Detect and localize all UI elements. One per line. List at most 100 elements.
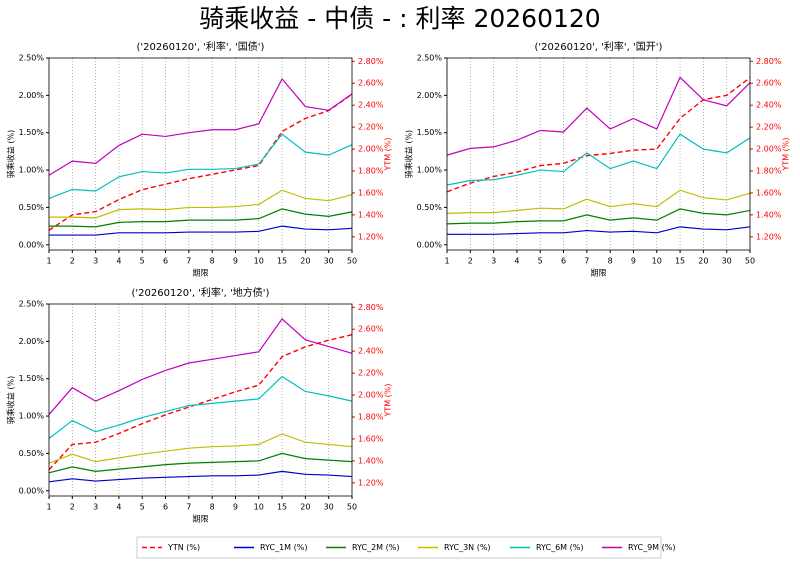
x-tick-label: 20: [300, 257, 310, 266]
series-line: RYC_3N (%): [48, 433, 353, 464]
legend-label: RYC_3N (%): [444, 543, 491, 552]
y-tick-label: 2.50%: [417, 54, 443, 63]
x-tick-label: 1: [46, 257, 51, 266]
series-line: RYC_6M (%): [446, 133, 751, 186]
x-tick-label: 10: [254, 257, 264, 266]
y2-tick-label: 1.60%: [358, 188, 384, 197]
series-line: RYC_2M (%): [446, 208, 751, 225]
chart-title: ('20260120', '利率', '地方债'): [132, 286, 270, 299]
series-line: YTN (%): [48, 93, 353, 231]
x-tick-label: 6: [561, 257, 566, 266]
x-tick-label: 5: [538, 257, 543, 266]
x-tick-label: 50: [347, 503, 357, 512]
x-tick-label: 15: [277, 503, 287, 512]
y2-tick-label: 2.80%: [756, 57, 782, 66]
series-line: RYC_3N (%): [446, 189, 751, 214]
x-tick-label: 50: [347, 257, 357, 266]
y-tick-label: 1.50%: [19, 128, 45, 137]
y-tick-label: 2.00%: [19, 91, 45, 100]
x-tick-label: 4: [116, 503, 121, 512]
y-tick-label: 1.50%: [19, 374, 45, 383]
series-line: RYC_1M (%): [48, 470, 353, 483]
x-tick-label: 3: [93, 503, 98, 512]
y2-tick-label: 1.80%: [756, 167, 782, 176]
legend-box: [136, 536, 662, 559]
x-tick-label: 7: [186, 503, 191, 512]
x-tick-label: 10: [652, 257, 662, 266]
x-axis-label: 期限: [193, 515, 209, 524]
y2-tick-label: 2.40%: [358, 347, 384, 356]
x-tick-label: 8: [210, 257, 215, 266]
series-line: RYC_1M (%): [447, 226, 751, 235]
y2-tick-label: 2.60%: [756, 79, 782, 88]
y2-tick-label: 2.20%: [358, 369, 384, 378]
y-tick-label: 2.50%: [19, 300, 45, 309]
y-tick-label: 1.00%: [417, 166, 443, 175]
x-tick-label: 3: [491, 257, 496, 266]
y-tick-label: 1.00%: [19, 412, 45, 421]
x-tick-label: 30: [324, 257, 334, 266]
x-tick-label: 9: [233, 257, 238, 266]
y2-axis-label: YTM (%): [384, 137, 393, 171]
chart-title: ('20260120', '利率', '国债'): [137, 40, 265, 53]
series-line: YTN (%): [48, 334, 353, 471]
y-tick-label: 2.50%: [19, 54, 45, 63]
x-tick-label: 7: [186, 257, 191, 266]
x-tick-label: 20: [300, 503, 310, 512]
series-line: RYC_3N (%): [49, 189, 353, 219]
y2-tick-label: 1.80%: [358, 413, 384, 422]
x-tick-label: 7: [584, 257, 589, 266]
x-axis-label: 期限: [193, 269, 209, 278]
legend-label: RYC_9M (%): [628, 543, 675, 552]
y2-tick-label: 2.00%: [358, 145, 384, 154]
x-tick-label: 2: [468, 257, 473, 266]
x-tick-label: 2: [70, 503, 75, 512]
y2-tick-label: 2.80%: [358, 303, 384, 312]
x-tick-label: 4: [514, 257, 519, 266]
y-axis-label: 骑乘收益 (%): [404, 130, 414, 178]
y2-tick-label: 2.40%: [358, 101, 384, 110]
y-axis-label: 骑乘收益 (%): [6, 130, 16, 178]
x-tick-label: 6: [163, 257, 168, 266]
x-tick-label: 9: [233, 503, 238, 512]
y-tick-label: 2.00%: [417, 91, 443, 100]
y2-tick-label: 1.60%: [358, 434, 384, 443]
x-tick-label: 4: [116, 257, 121, 266]
x-tick-label: 6: [163, 503, 168, 512]
x-tick-label: 8: [608, 257, 613, 266]
legend-label: YTN (%): [167, 543, 200, 552]
y-tick-label: 0.00%: [19, 486, 45, 495]
y2-tick-label: 1.20%: [756, 232, 782, 241]
x-tick-label: 50: [745, 257, 755, 266]
series-line: RYC_9M (%): [48, 77, 353, 176]
series-line: RYC_1M (%): [49, 225, 353, 236]
y-tick-label: 0.50%: [19, 449, 45, 458]
x-tick-label: 3: [93, 257, 98, 266]
y2-tick-label: 2.20%: [756, 123, 782, 132]
plot-frame: [48, 57, 353, 251]
y-tick-label: 0.00%: [19, 240, 45, 249]
y-tick-label: 1.50%: [417, 128, 443, 137]
y2-tick-label: 2.80%: [358, 57, 384, 66]
plot-frame: [446, 57, 751, 251]
y-tick-label: 0.00%: [417, 240, 443, 249]
series-line: RYC_2M (%): [49, 208, 353, 228]
y-tick-label: 1.00%: [19, 166, 45, 175]
legend-label: RYC_2M (%): [352, 543, 399, 552]
y2-axis-label: YTM (%): [782, 137, 791, 171]
y2-tick-label: 2.60%: [358, 79, 384, 88]
y2-tick-label: 1.60%: [756, 188, 782, 197]
series-line: RYC_9M (%): [48, 318, 353, 415]
x-tick-label: 8: [210, 503, 215, 512]
y2-tick-label: 2.00%: [358, 391, 384, 400]
y2-tick-label: 2.40%: [756, 101, 782, 110]
x-tick-label: 5: [140, 503, 145, 512]
series-line: RYC_6M (%): [48, 375, 353, 439]
series-line: RYC_6M (%): [48, 133, 353, 200]
y-tick-label: 0.50%: [417, 203, 443, 212]
x-tick-label: 5: [140, 257, 145, 266]
y2-tick-label: 1.80%: [358, 167, 384, 176]
x-tick-label: 1: [444, 257, 449, 266]
x-tick-label: 2: [70, 257, 75, 266]
y2-tick-label: 1.40%: [358, 210, 384, 219]
